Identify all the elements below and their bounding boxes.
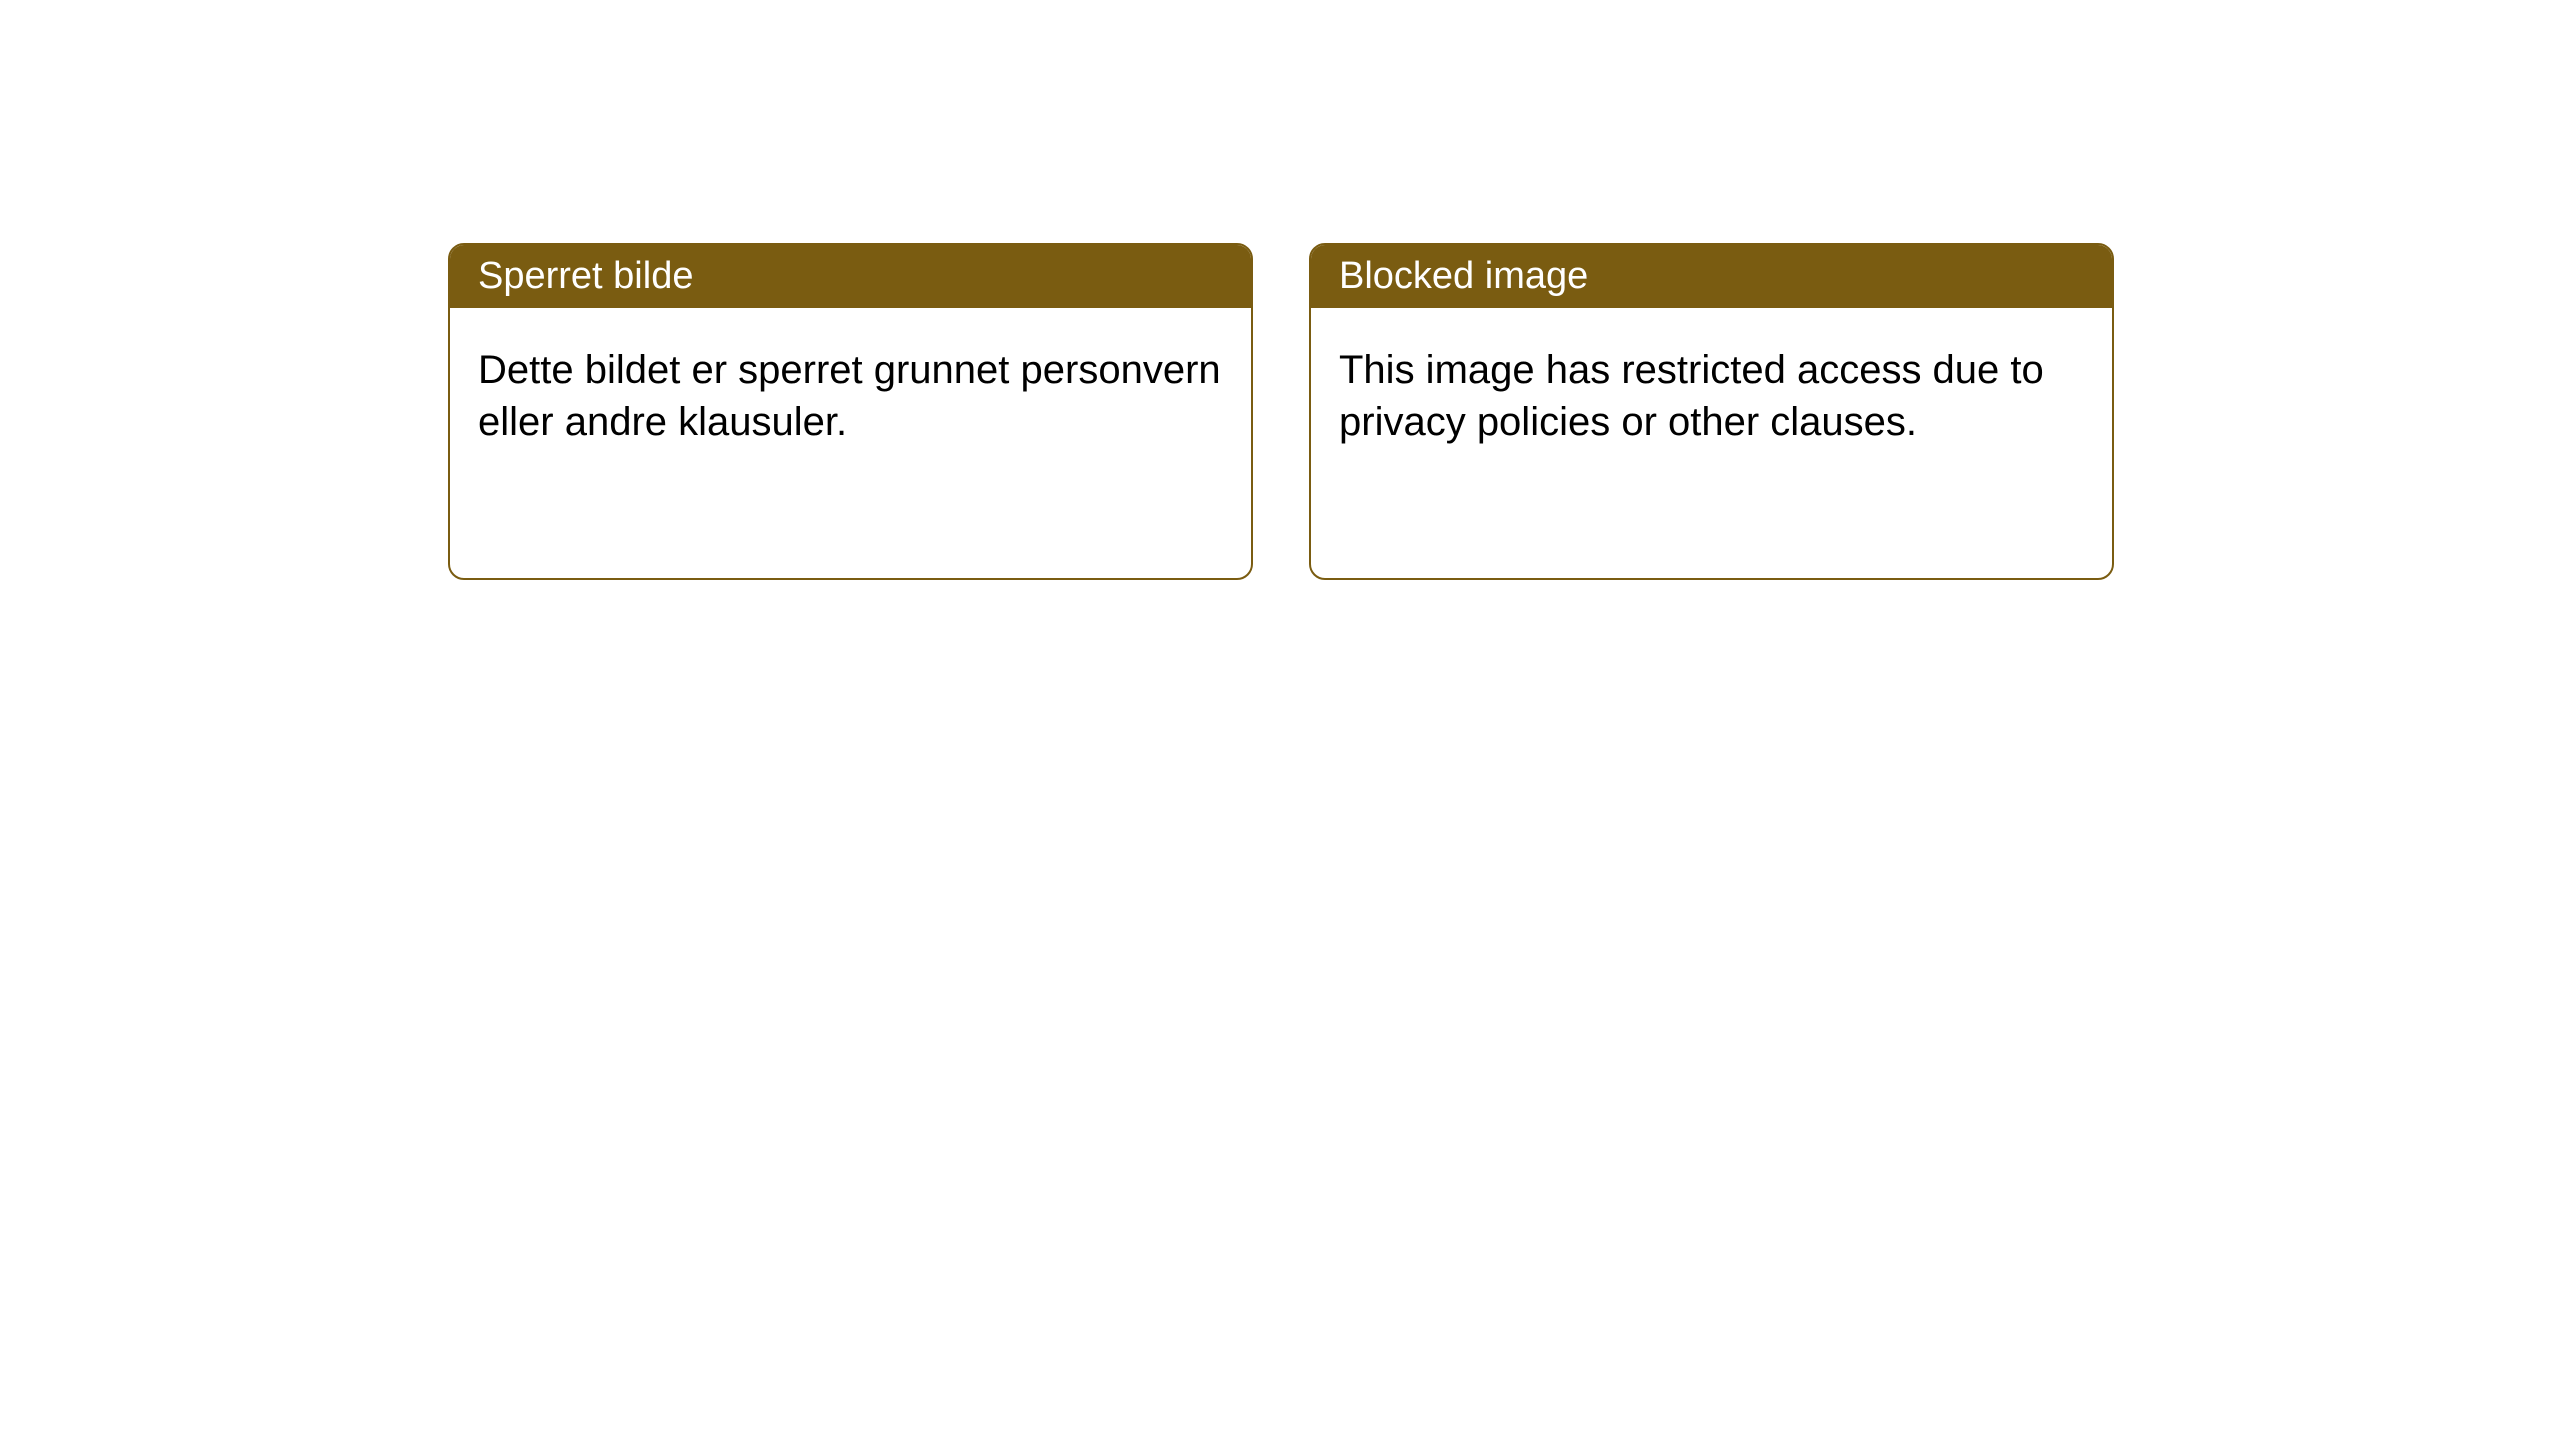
card-body-text: Dette bildet er sperret grunnet personve… [478,348,1221,444]
notice-container: Sperret bilde Dette bildet er sperret gr… [0,0,2560,580]
card-header: Blocked image [1311,245,2112,308]
card-title: Blocked image [1339,255,1588,297]
card-body-text: This image has restricted access due to … [1339,348,2044,444]
notice-card-english: Blocked image This image has restricted … [1309,243,2114,580]
card-body: This image has restricted access due to … [1311,308,2112,578]
notice-card-norwegian: Sperret bilde Dette bildet er sperret gr… [448,243,1253,580]
card-body: Dette bildet er sperret grunnet personve… [450,308,1251,578]
card-title: Sperret bilde [478,255,693,297]
card-header: Sperret bilde [450,245,1251,308]
